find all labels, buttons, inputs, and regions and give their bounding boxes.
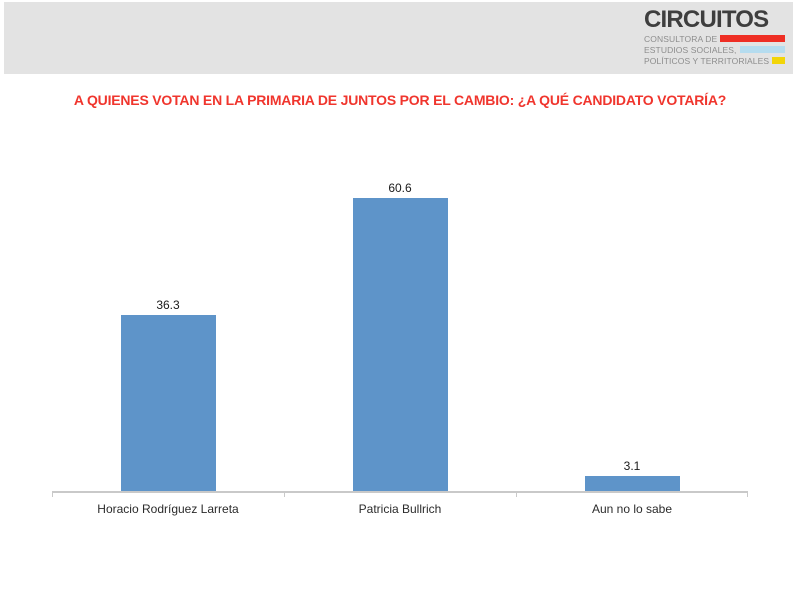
- axis-tick: [747, 491, 748, 497]
- category-label: Aun no lo sabe: [591, 502, 673, 516]
- header-banner: CIRCUITOS CONSULTORA DE ESTUDIOS SOCIALE…: [4, 2, 793, 74]
- logo-line-text: POLÍTICOS Y TERRITORIALES: [644, 55, 770, 66]
- logo-lightblue-bar: [739, 46, 785, 54]
- bar-0: [120, 315, 216, 491]
- logo-yellow-bar: [772, 57, 785, 65]
- bar-1: [352, 197, 448, 491]
- bar-value-label: 36.3: [156, 298, 180, 313]
- bar-2: [584, 476, 680, 491]
- bar-slot: 3.1: [516, 152, 748, 491]
- logo-red-bar: [720, 35, 785, 43]
- bar-slot: 36.3: [52, 152, 284, 491]
- category-label: Patricia Bullrich: [358, 502, 442, 516]
- bar-slot: 60.6: [284, 152, 516, 491]
- logo-line: POLÍTICOS Y TERRITORIALES: [644, 57, 785, 66]
- logo-line-text: CONSULTORA DE: [644, 33, 718, 44]
- logo-line: CONSULTORA DE: [644, 35, 785, 44]
- category-label: Horacio Rodríguez Larreta: [97, 502, 239, 516]
- logo-line-text: ESTUDIOS SOCIALES,: [644, 44, 737, 55]
- axis-tick: [52, 491, 53, 497]
- logo-line: ESTUDIOS SOCIALES,: [644, 46, 785, 55]
- axis-tick: [284, 491, 285, 497]
- chart-title: A QUIENES VOTAN EN LA PRIMARIA DE JUNTOS…: [73, 92, 727, 108]
- circuitos-logo: CIRCUITOS CONSULTORA DE ESTUDIOS SOCIALE…: [644, 7, 785, 65]
- axis-tick: [516, 491, 517, 497]
- logo-title: CIRCUITOS: [644, 6, 769, 33]
- bar-value-label: 60.6: [388, 180, 412, 195]
- bar-value-label: 3.1: [623, 459, 641, 473]
- plot-area: 36.3 60.6 3.1: [52, 152, 748, 497]
- category-labels: Horacio Rodríguez Larreta Patricia Bullri…: [52, 502, 748, 516]
